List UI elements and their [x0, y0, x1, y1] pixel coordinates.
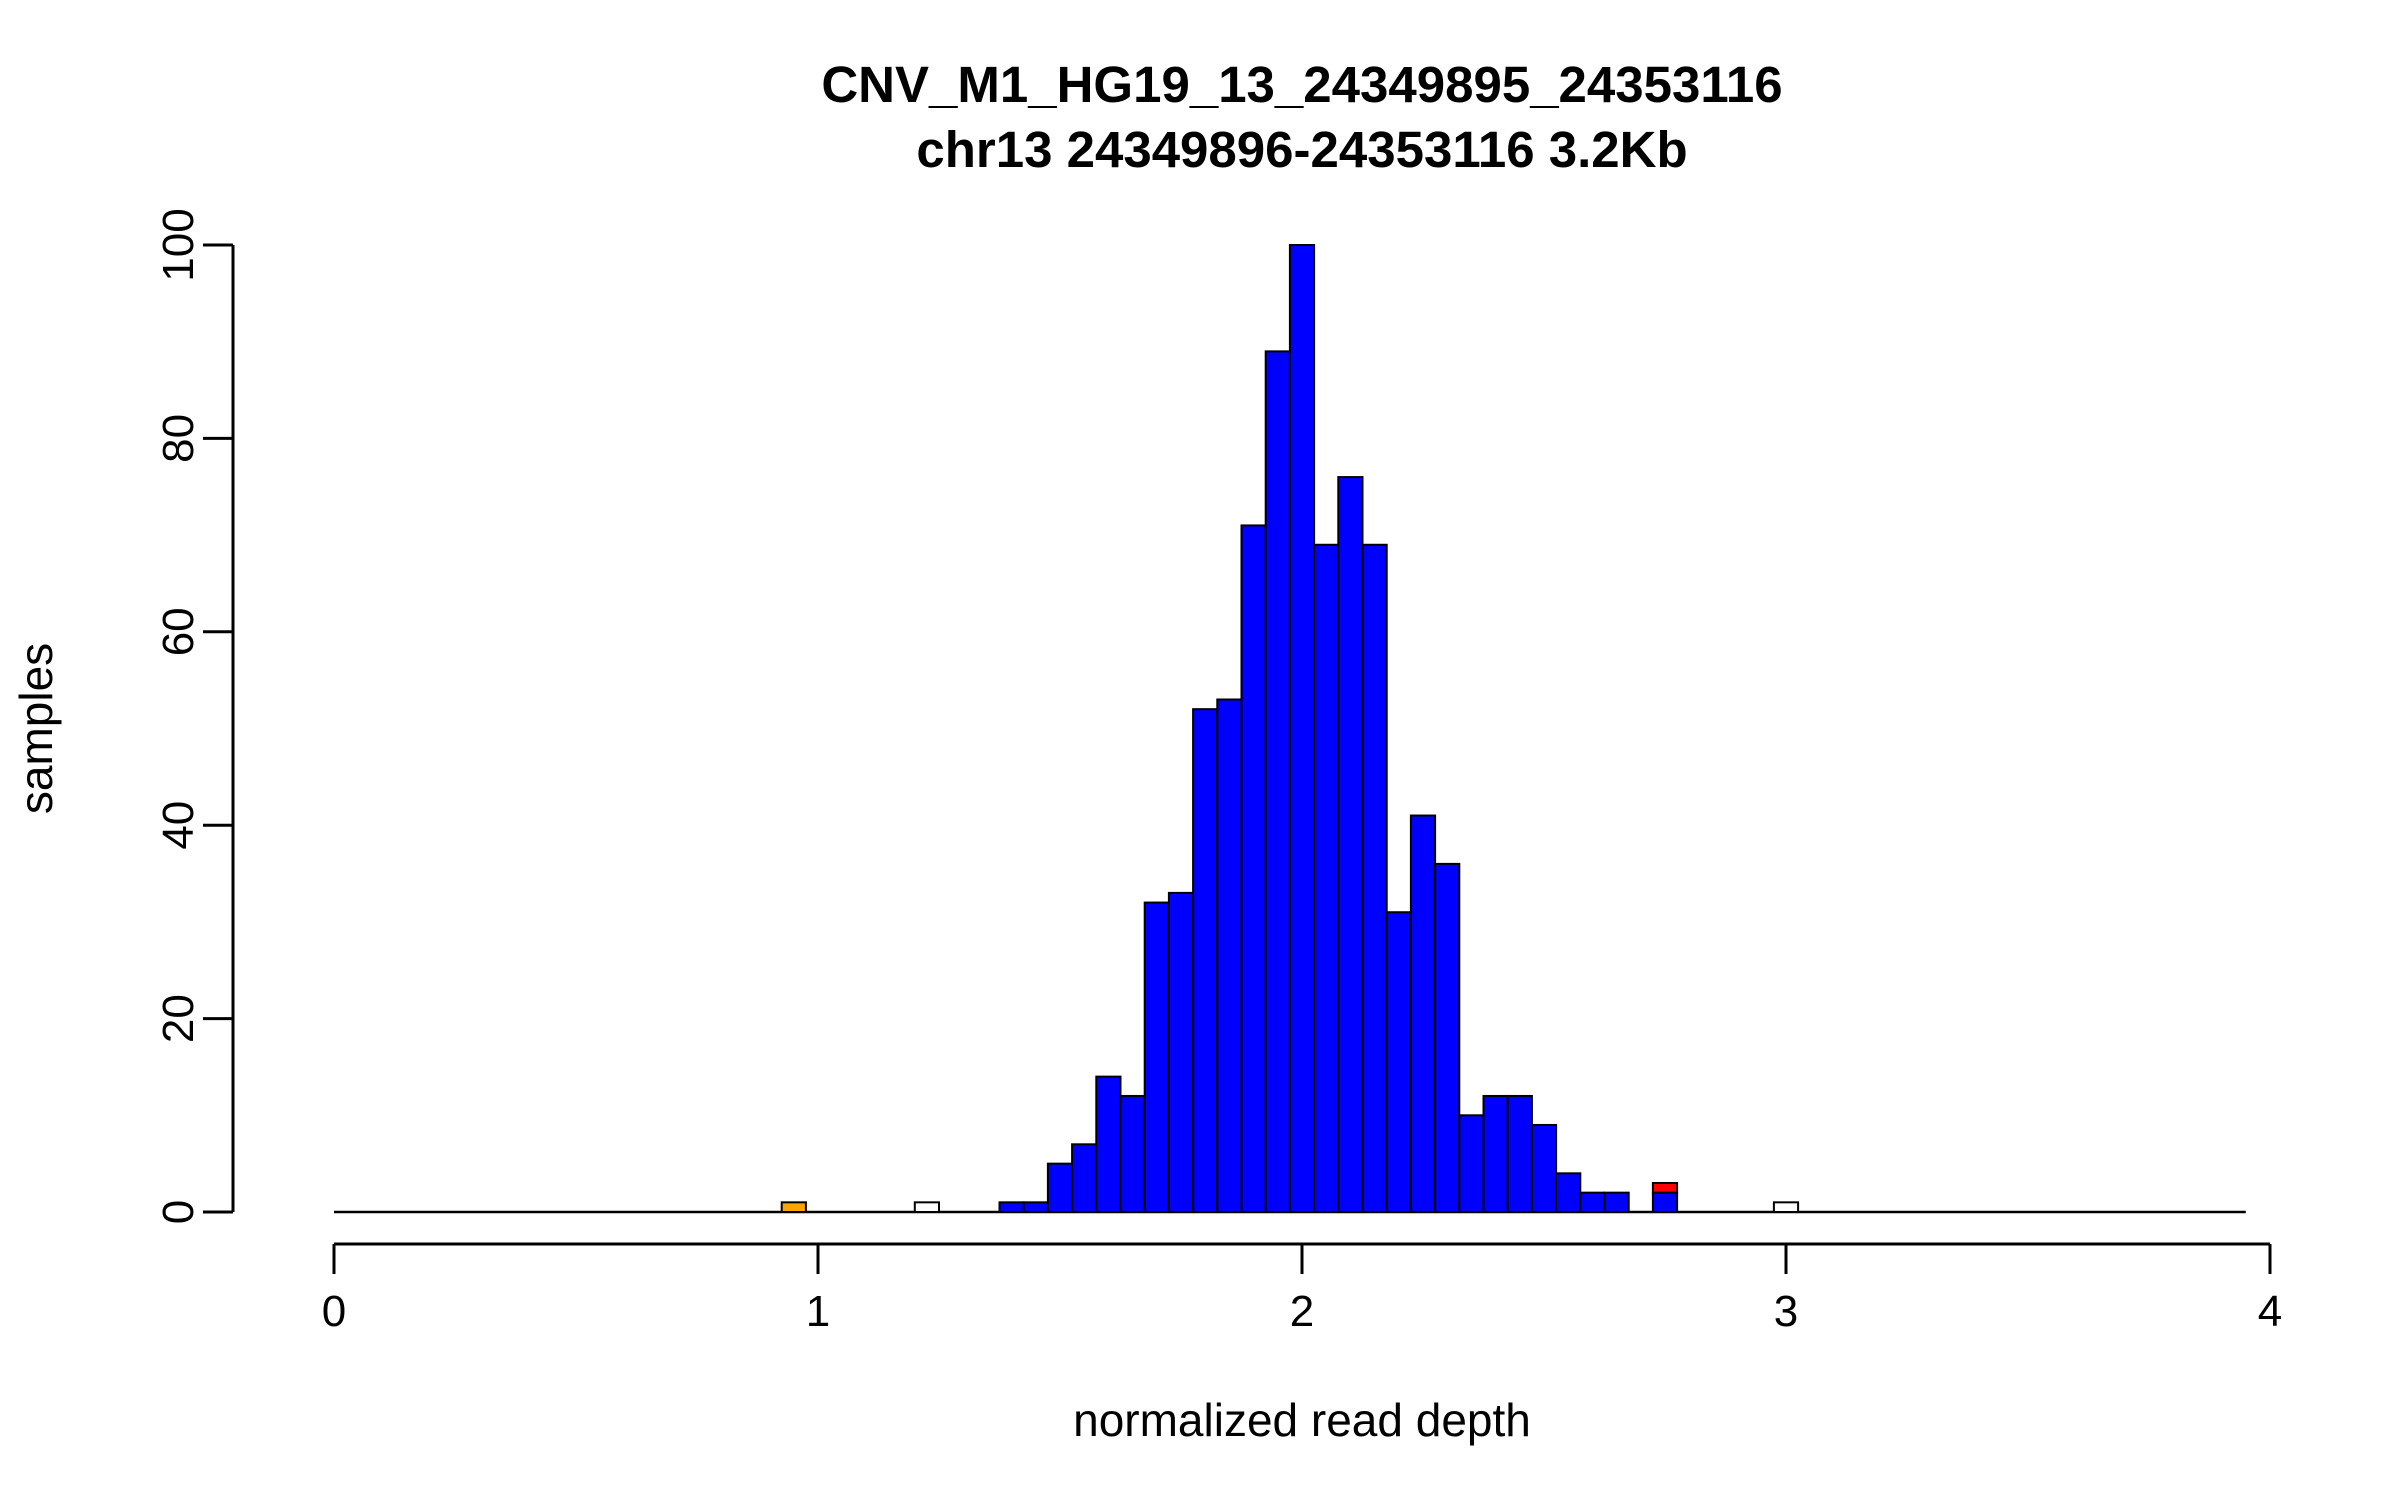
histogram-bar: [1095, 1075, 1122, 1213]
histogram-bar: [1288, 244, 1316, 1213]
y-axis-tick-label: 80: [154, 414, 203, 463]
histogram-bar: [998, 1201, 1025, 1213]
x-axis-tick-label: 1: [806, 1287, 830, 1336]
chart-title: CNV_M1_HG19_13_24349895_24353116: [821, 56, 1783, 113]
histogram-bar: [1409, 814, 1437, 1214]
histogram-bar: [1192, 708, 1219, 1213]
y-axis-tick-label: 100: [154, 208, 203, 281]
histogram-bar: [1143, 901, 1170, 1213]
histogram-bar: [1313, 543, 1340, 1213]
histogram-bar: [1555, 1172, 1582, 1213]
x-axis-tick-label: 4: [2258, 1287, 2282, 1336]
histogram-bar: [1651, 1181, 1679, 1194]
histogram-bar: [1167, 891, 1195, 1213]
x-axis-label: normalized read depth: [1073, 1394, 1531, 1446]
histogram-bar: [1603, 1191, 1630, 1214]
x-axis-tick-label: 3: [1774, 1287, 1798, 1336]
histogram-bar: [1458, 1114, 1485, 1214]
histogram-bar: [1264, 350, 1291, 1213]
x-axis-tick-label: 2: [1290, 1287, 1314, 1336]
histogram-bar: [1071, 1143, 1098, 1214]
histogram-bar: [1482, 1094, 1509, 1213]
histogram-bar: [1579, 1191, 1606, 1214]
histogram-bar: [1772, 1201, 1800, 1213]
histogram-bar: [1337, 476, 1364, 1213]
histogram-bar: [1046, 1162, 1074, 1214]
histogram-bar: [1361, 543, 1388, 1213]
histogram-bar: [1240, 524, 1267, 1213]
y-axis-tick-label: 40: [154, 801, 203, 850]
chart-title-block: CNV_M1_HG19_13_24349895_24353116 chr13 2…: [334, 52, 2270, 183]
histogram-bar: [1506, 1094, 1533, 1213]
histogram-bar: [1022, 1201, 1049, 1213]
histogram-bar: [1216, 698, 1243, 1213]
y-axis-tick-label: 60: [154, 607, 203, 656]
y-axis-tick-label: 20: [154, 994, 203, 1043]
y-axis-label: samples: [10, 643, 62, 814]
y-axis-tick-label: 0: [154, 1200, 203, 1224]
histogram-bar: [1385, 911, 1412, 1213]
histogram-bar: [1651, 1191, 1679, 1214]
histogram-bar: [1119, 1094, 1146, 1213]
chart-subtitle: chr13 24349896-24353116 3.2Kb: [916, 121, 1688, 179]
x-axis-tick-label: 0: [322, 1287, 346, 1336]
histogram-bar: [913, 1201, 940, 1213]
histogram-bar: [1434, 862, 1461, 1213]
histogram-bar: [780, 1201, 807, 1213]
histogram-bar: [1530, 1123, 1558, 1213]
